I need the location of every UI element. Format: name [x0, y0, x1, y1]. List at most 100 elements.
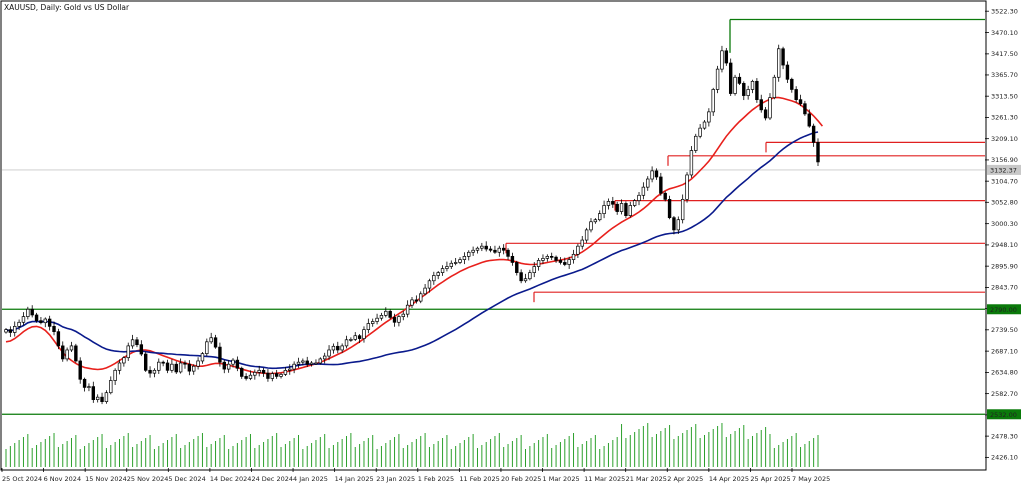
candle-bear: [187, 363, 192, 372]
candle-bear: [519, 272, 523, 282]
candle-bull: [571, 253, 576, 260]
candle-bull: [397, 316, 401, 323]
candle-bear: [493, 249, 497, 253]
candle-bear: [392, 317, 397, 323]
candle-bull: [432, 275, 436, 282]
candle-bear: [388, 310, 392, 318]
x-tick-label: 25 Apr 2025: [750, 475, 790, 483]
candle-bear: [807, 113, 811, 127]
level-2532-badge: [987, 409, 1021, 420]
x-tick-label: 11 Mar 2025: [584, 475, 625, 483]
y-tick-label: 2739.50: [991, 326, 1018, 334]
candle-bear: [266, 372, 270, 379]
candle-bull: [126, 345, 130, 359]
candle-bull: [301, 360, 305, 363]
candle-bear: [510, 256, 515, 263]
y-tick-label: 3156.90: [991, 156, 1018, 164]
candle-bull: [17, 321, 21, 327]
level-2790-badge: [987, 304, 1021, 315]
candle-bull: [680, 199, 685, 221]
candle-bull: [43, 318, 47, 324]
candle-bear: [357, 335, 362, 339]
candle-bull: [602, 205, 606, 214]
candle-bear: [781, 48, 785, 66]
candle-bear: [47, 318, 52, 327]
candle-bull: [231, 359, 235, 365]
candle-bull: [362, 329, 366, 339]
candle-bull: [497, 247, 502, 253]
candle-bull: [21, 316, 26, 323]
y-tick-label: 3104.70: [991, 177, 1018, 185]
candle-bear: [82, 378, 87, 388]
candle-bull: [279, 374, 283, 377]
candle-bull: [344, 339, 349, 347]
candle-bear: [558, 260, 563, 263]
candle-bull: [532, 266, 536, 273]
candle-bull: [685, 174, 689, 200]
candle-bear: [663, 192, 667, 200]
candle-bull: [366, 323, 371, 330]
candle-bull: [711, 89, 715, 113]
current-price-badge: [987, 164, 1021, 175]
x-tick-label: 2 Apr 2025: [667, 475, 703, 483]
candle-bear: [183, 362, 187, 365]
candle-bull: [419, 293, 423, 302]
candle-bear: [811, 125, 816, 143]
candle-bear: [244, 376, 248, 379]
x-tick-label: 15 Nov 2024: [85, 475, 127, 483]
candle-bull: [200, 353, 205, 362]
x-tick-label: 14 Jan 2025: [335, 475, 374, 483]
candle-bull: [462, 256, 467, 260]
candle-bear: [737, 76, 742, 84]
candle-bull: [641, 186, 646, 196]
candle-bear: [506, 249, 510, 257]
current-price-label: 3132.37: [990, 166, 1017, 174]
candle-bull: [471, 249, 475, 253]
candle-bear: [100, 396, 104, 403]
candle-bull: [480, 245, 484, 249]
candle-bull: [117, 362, 122, 371]
y-tick-label: 2687.10: [991, 347, 1018, 355]
candle-bear: [240, 367, 244, 377]
candle-bull: [698, 127, 702, 137]
candle-bear: [139, 344, 144, 355]
candle-bull: [536, 260, 541, 267]
candle-bull: [750, 80, 755, 90]
candle-bear: [816, 142, 820, 163]
x-tick-label: 1 Mar 2025: [543, 475, 580, 483]
candle-bear: [78, 360, 82, 380]
candle-bull: [598, 213, 602, 221]
candle-bull: [580, 239, 584, 247]
candle-bull: [523, 278, 528, 282]
candle-bull: [296, 361, 301, 365]
candle-bull: [720, 50, 724, 70]
y-tick-label: 2634.80: [991, 369, 1018, 377]
candle-bear: [218, 346, 222, 363]
candle-bull: [318, 358, 323, 364]
candle-bull: [349, 339, 353, 341]
x-tick-label: 1 Feb 2025: [418, 475, 454, 483]
candle-bull: [257, 369, 261, 373]
candle-bull: [314, 362, 318, 365]
candle-bear: [554, 256, 558, 261]
y-tick-label: 3365.70: [991, 71, 1018, 79]
y-tick-label: 2426.10: [991, 454, 1018, 462]
x-axis: 25 Oct 2024 6 Nov 2024 15 Nov 2024 25 Nov 2…: [1, 468, 830, 483]
candle-bull: [331, 345, 336, 351]
y-tick-label: 2843.70: [991, 284, 1018, 292]
candle-bear: [759, 99, 763, 111]
candle-bull: [777, 48, 781, 78]
candle-bear: [135, 339, 139, 346]
candle-bull: [528, 272, 532, 280]
y-tick-label: 3417.50: [991, 50, 1018, 58]
y-tick-label: 2478.30: [991, 432, 1018, 440]
candle-bull: [248, 374, 253, 379]
candle-bear: [336, 345, 340, 351]
candle-bull: [768, 97, 772, 119]
candle-bull: [309, 362, 314, 365]
candle-bull: [458, 259, 462, 263]
candle-bear: [34, 314, 39, 322]
candle-bull: [676, 219, 681, 231]
levels-layer: [2, 18, 985, 415]
